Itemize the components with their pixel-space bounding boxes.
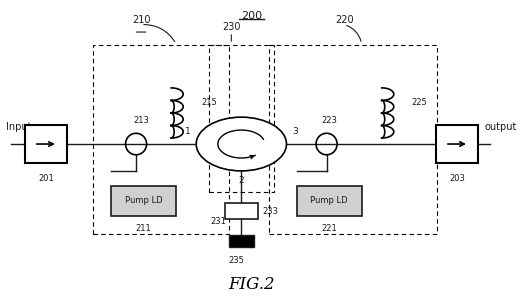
Text: 233: 233 xyxy=(263,207,279,216)
Text: 213: 213 xyxy=(133,116,149,124)
Text: 225: 225 xyxy=(412,98,428,107)
Text: 235: 235 xyxy=(228,256,244,265)
Text: Pump LD: Pump LD xyxy=(125,196,163,205)
Text: 203: 203 xyxy=(449,174,465,183)
Bar xyxy=(24,124,67,164)
Text: 231: 231 xyxy=(210,217,226,226)
Text: 211: 211 xyxy=(135,224,152,233)
Text: 2: 2 xyxy=(239,176,244,185)
Text: 230: 230 xyxy=(222,22,241,32)
Bar xyxy=(229,235,254,247)
Text: 220: 220 xyxy=(335,15,353,25)
Text: 200: 200 xyxy=(241,11,262,21)
Bar xyxy=(209,46,274,192)
Text: 215: 215 xyxy=(201,98,217,107)
Text: 223: 223 xyxy=(321,116,337,124)
Bar xyxy=(93,46,229,234)
Text: 201: 201 xyxy=(38,174,54,183)
Text: 210: 210 xyxy=(132,15,151,25)
Bar xyxy=(296,186,362,216)
Bar xyxy=(225,203,258,219)
Bar xyxy=(111,186,176,216)
Text: 1: 1 xyxy=(184,128,190,136)
Circle shape xyxy=(196,117,287,171)
Text: 221: 221 xyxy=(321,224,337,233)
Text: output: output xyxy=(485,122,517,132)
Text: FIG.2: FIG.2 xyxy=(228,277,275,293)
Text: Input: Input xyxy=(6,122,31,132)
Bar xyxy=(436,124,478,164)
Text: Pump LD: Pump LD xyxy=(311,196,348,205)
Text: 3: 3 xyxy=(292,128,298,136)
Bar xyxy=(269,46,437,234)
